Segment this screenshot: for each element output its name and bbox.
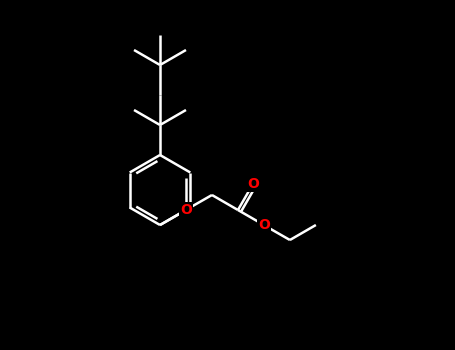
Text: O: O (247, 177, 259, 191)
Text: O: O (180, 203, 192, 217)
Text: O: O (258, 218, 270, 232)
